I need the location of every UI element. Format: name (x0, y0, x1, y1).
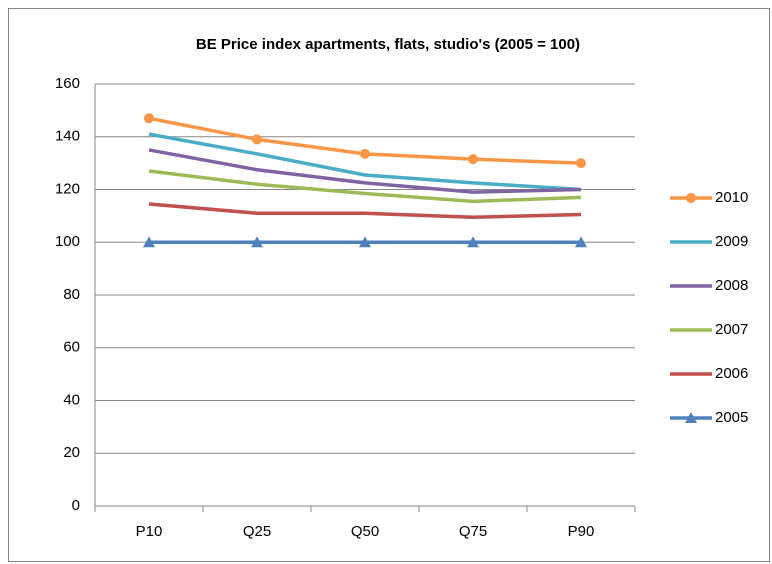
data-point (360, 148, 370, 159)
legend-label: 2007 (715, 321, 748, 338)
chart-title: BE Price index apartments, flats, studio… (196, 36, 580, 53)
y-tick-label: 80 (63, 286, 80, 303)
y-tick-label: 0 (72, 497, 80, 514)
data-point (143, 236, 155, 248)
x-tick-label: Q25 (243, 523, 271, 540)
chart-frame (8, 8, 770, 562)
data-point (575, 236, 587, 248)
y-tick-label: 60 (63, 339, 80, 356)
series-line (148, 202, 582, 219)
legend-marker (685, 412, 697, 423)
legend-marker (686, 193, 696, 203)
data-point (252, 134, 262, 145)
y-tick-label: 120 (55, 180, 80, 197)
x-tick-label: Q75 (459, 523, 487, 540)
data-point (144, 113, 154, 124)
data-point (468, 154, 478, 165)
legend-label: 2005 (715, 409, 748, 426)
data-point (576, 158, 586, 169)
legend-label: 2009 (715, 233, 748, 250)
y-tick-label: 40 (63, 391, 80, 408)
data-point (359, 236, 371, 248)
legend-label: 2006 (715, 365, 748, 382)
y-tick-label: 160 (55, 75, 80, 92)
legend-label: 2010 (715, 189, 748, 206)
legend-label: 2008 (715, 277, 748, 294)
y-tick-label: 20 (63, 444, 80, 461)
series-line (148, 169, 582, 204)
series-line (148, 148, 582, 194)
data-point (251, 236, 263, 248)
series-line (148, 132, 582, 192)
y-tick-label: 100 (55, 233, 80, 250)
x-tick-label: P10 (136, 523, 163, 540)
x-tick-label: Q50 (351, 523, 379, 540)
x-tick-label: P90 (568, 523, 595, 540)
data-point (467, 236, 479, 248)
y-tick-label: 140 (55, 128, 80, 145)
